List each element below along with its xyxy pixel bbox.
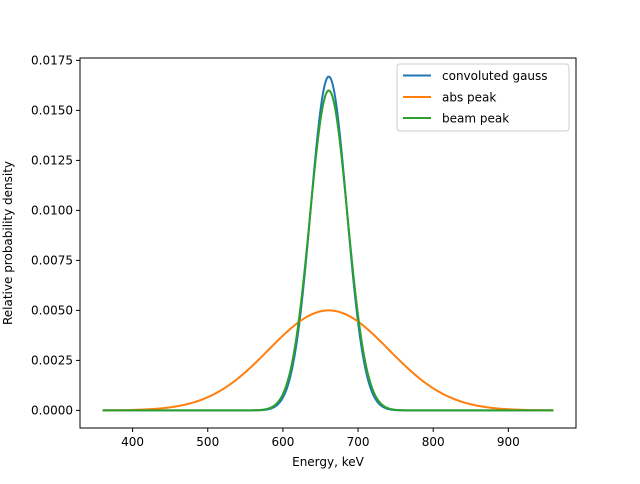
legend-label-convoluted-gauss: convoluted gauss: [442, 69, 548, 83]
y-tick-label: 0.0125: [31, 153, 73, 167]
x-axis-label: Energy, keV: [292, 455, 365, 469]
y-tick-label: 0.0025: [31, 353, 73, 367]
x-tick-label: 900: [497, 435, 520, 449]
legend: convoluted gauss abs peak beam peak: [396, 63, 570, 132]
x-tick-label: 500: [196, 435, 219, 449]
y-tick-label: 0.0100: [31, 203, 73, 217]
series-line-beam-peak: [102, 89, 554, 412]
y-tick-label: 0.0050: [31, 303, 73, 317]
legend-box: [396, 63, 570, 132]
y-tick-label: 0.0150: [31, 103, 73, 117]
legend-label-beam-peak: beam peak: [442, 112, 509, 126]
x-axis-ticks: 400 500 600 700 800 900: [121, 428, 520, 449]
legend-label-abs-peak: abs peak: [442, 91, 496, 105]
y-tick-label: 0.0000: [31, 403, 73, 417]
x-tick-label: 700: [347, 435, 370, 449]
y-axis-ticks: 0.0000 0.0025 0.0050 0.0075 0.0100 0.0125 0.01…: [31, 53, 80, 417]
y-tick-label: 0.0075: [31, 253, 73, 267]
plot-frame: [79, 57, 577, 429]
series-layer: [102, 75, 554, 412]
x-tick-label: 400: [121, 435, 144, 449]
series-line-abs-peak: [102, 309, 554, 412]
y-axis-label: Relative probability density: [1, 161, 15, 325]
y-tick-label: 0.0175: [31, 53, 73, 67]
x-tick-label: 800: [422, 435, 445, 449]
x-tick-label: 600: [271, 435, 294, 449]
